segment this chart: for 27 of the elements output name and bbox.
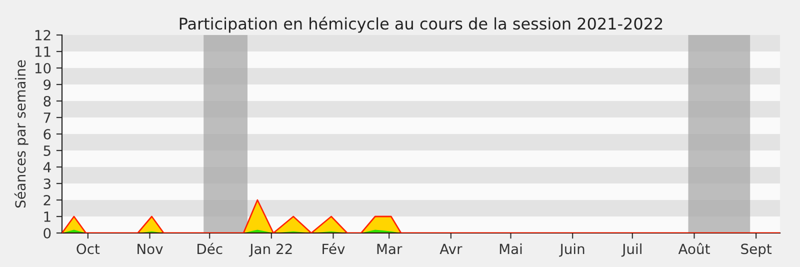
- x-tick-label: Juil: [621, 243, 642, 257]
- x-tick-label: Déc: [198, 242, 222, 254]
- x-tick-label: Fév: [322, 242, 345, 254]
- y-tick-label: 11: [35, 46, 50, 57]
- x-tick-label: Mai: [500, 243, 522, 254]
- y-tick-label: 0: [44, 228, 51, 238]
- chart-title: Participation en hémicycle au cours de la session 2021-2022: [180, 16, 662, 33]
- x-tick-label: Nov: [138, 244, 163, 254]
- y-tick-label: 2: [44, 194, 50, 206]
- y-axis-title: Séances par semaine: [14, 60, 28, 208]
- y-tick-label: 12: [35, 30, 50, 40]
- x-tick-label: Oct: [76, 244, 100, 254]
- y-tick-label: 6: [44, 128, 51, 140]
- y-tick-label: 3: [44, 178, 50, 189]
- x-tick-label: Jan 22: [248, 244, 292, 257]
- x-tick-label: Avr: [440, 244, 462, 254]
- y-tick-label: 7: [44, 112, 50, 123]
- y-tick-label: 8: [44, 96, 51, 106]
- x-tick-label: Sept: [741, 244, 772, 257]
- y-tick-label: 1: [44, 212, 50, 222]
- x-tick-label: Août: [678, 242, 710, 254]
- y-tick-label: 4: [43, 162, 51, 172]
- x-tick-label: Juin: [559, 243, 584, 257]
- y-tick-label: 10: [35, 62, 51, 74]
- y-tick-label: 5: [44, 146, 50, 156]
- y-tick-label: 9: [44, 79, 51, 90]
- x-tick-label: Mar: [377, 244, 402, 254]
